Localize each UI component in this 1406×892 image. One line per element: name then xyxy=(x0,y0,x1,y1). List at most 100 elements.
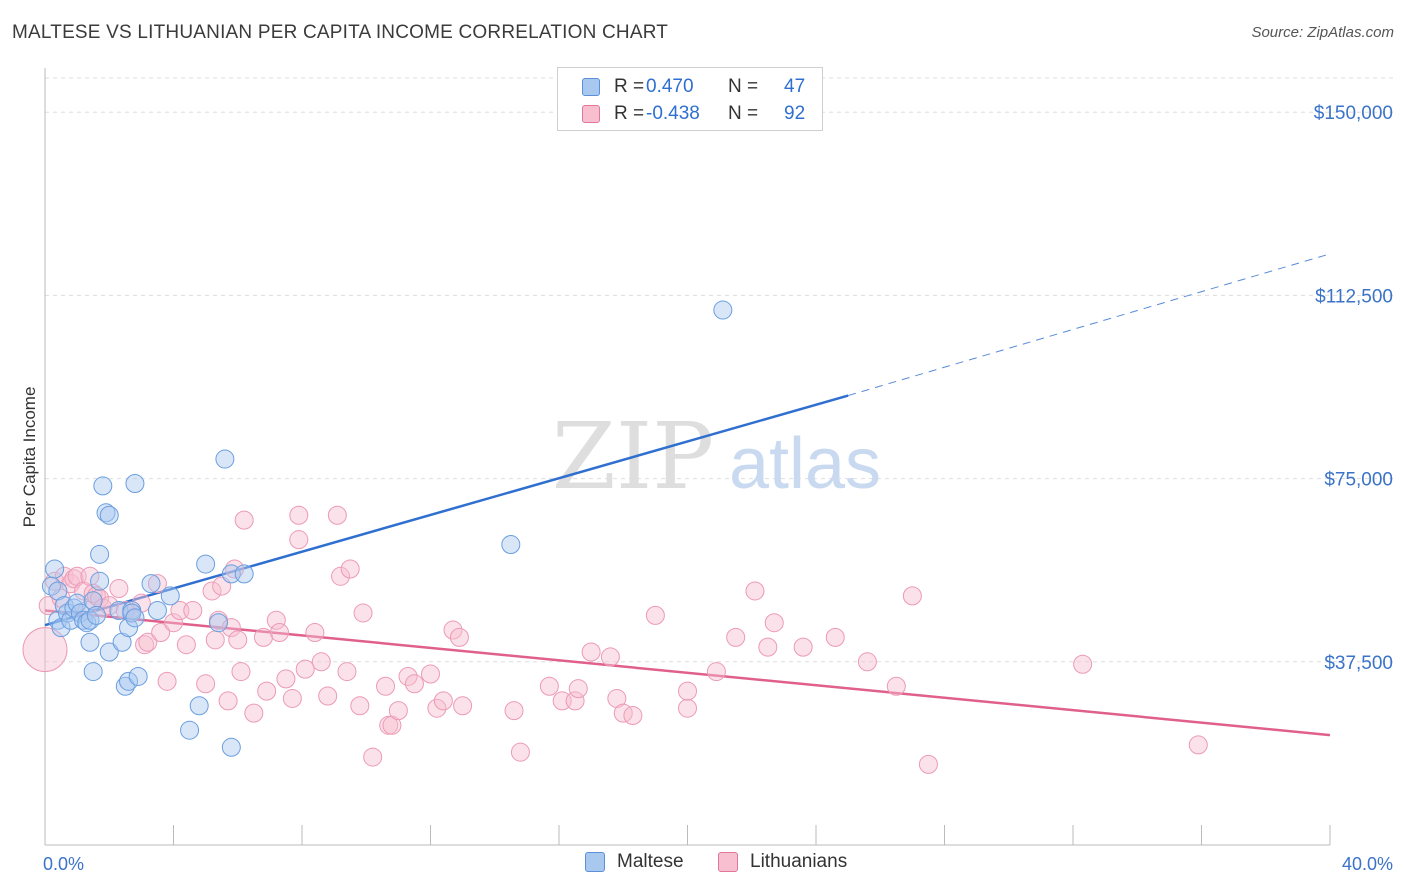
point-lithuanians xyxy=(678,698,697,718)
point-lithuanians xyxy=(183,601,203,621)
point-lithuanians xyxy=(1188,735,1208,755)
point-maltese xyxy=(83,662,103,682)
point-lithuanians xyxy=(404,674,424,694)
series-label-maltese: Maltese xyxy=(617,851,684,872)
point-maltese xyxy=(83,591,103,611)
y-tick-label: $75,000 xyxy=(1324,470,1393,491)
chart-title: MALTESE VS LITHUANIAN PER CAPITA INCOME … xyxy=(12,22,669,43)
x-tick-label: 40.0% xyxy=(1342,854,1393,874)
point-maltese xyxy=(189,696,209,716)
legend-n-label: N = xyxy=(728,76,759,97)
axes xyxy=(44,68,1331,846)
legend-n-value: 92 xyxy=(784,103,806,124)
point-lithuanians xyxy=(353,603,373,623)
point-lithuanians xyxy=(231,662,251,682)
point-maltese xyxy=(86,605,106,625)
point-lithuanians xyxy=(857,652,877,672)
point-maltese xyxy=(80,632,100,652)
legend-swatch-lithuanians xyxy=(582,105,600,123)
point-lithuanians xyxy=(443,620,463,640)
point-lithuanians xyxy=(221,618,241,638)
legend-r-label: R = xyxy=(614,103,645,124)
data-points xyxy=(22,300,1208,774)
point-lithuanians xyxy=(427,698,447,718)
point-lithuanians xyxy=(196,674,216,694)
point-lithuanians xyxy=(706,662,726,682)
point-lithuanians xyxy=(421,664,440,684)
point-maltese xyxy=(141,574,161,594)
point-lithuanians xyxy=(886,676,906,696)
point-lithuanians xyxy=(327,505,347,525)
point-lithuanians xyxy=(202,581,222,601)
point-lithuanians xyxy=(270,622,290,642)
point-maltese xyxy=(147,601,167,621)
point-lithuanians xyxy=(645,605,665,625)
point-maltese xyxy=(90,571,110,591)
point-maltese xyxy=(90,544,110,564)
point-maltese xyxy=(208,613,228,633)
trendline-maltese xyxy=(44,394,849,627)
point-lithuanians xyxy=(504,701,524,721)
trendline-lithuanians xyxy=(44,609,1331,737)
point-maltese xyxy=(77,613,97,633)
legend-r-value: 0.470 xyxy=(646,76,694,97)
point-lithuanians xyxy=(151,622,171,642)
point-lithuanians xyxy=(135,635,155,655)
point-lithuanians xyxy=(398,666,418,686)
point-lithuanians xyxy=(257,681,277,701)
point-maltese xyxy=(74,610,94,630)
point-lithuanians xyxy=(282,688,302,708)
point-lithuanians xyxy=(568,679,588,699)
point-maltese xyxy=(96,503,116,523)
trendline-maltese-extension xyxy=(847,253,1331,397)
point-lithuanians xyxy=(581,642,601,662)
point-lithuanians xyxy=(623,706,643,726)
point-lithuanians xyxy=(205,630,225,650)
point-lithuanians xyxy=(311,652,331,672)
point-lithuanians xyxy=(825,627,845,647)
point-lithuanians xyxy=(764,613,784,633)
series-swatch-lithuanians xyxy=(718,852,738,872)
point-lithuanians xyxy=(510,742,530,762)
point-maltese xyxy=(221,737,241,757)
series-swatch-maltese xyxy=(585,852,605,872)
legend-r-value: -0.438 xyxy=(646,103,700,124)
point-lithuanians xyxy=(539,676,559,696)
point-lithuanians xyxy=(363,747,383,767)
point-maltese xyxy=(128,666,148,686)
point-lithuanians xyxy=(1073,654,1093,674)
point-lithuanians xyxy=(340,559,360,579)
point-maltese xyxy=(119,671,139,691)
point-lithuanians xyxy=(266,610,286,630)
x-tick-labels: 0.0% 40.0% xyxy=(43,854,1393,874)
point-lithuanians xyxy=(305,622,325,642)
point-maltese xyxy=(713,300,733,320)
point-lithuanians xyxy=(449,627,469,647)
point-maltese xyxy=(180,720,200,740)
point-maltese xyxy=(99,642,119,662)
point-lithuanians xyxy=(678,681,697,701)
point-lithuanians xyxy=(147,574,167,594)
point-lithuanians xyxy=(331,566,351,586)
y-tick-label: $37,500 xyxy=(1324,653,1393,674)
point-lithuanians xyxy=(22,627,68,673)
point-maltese xyxy=(234,564,254,584)
correlation-legend: R = 0.470 N = 47 R = -0.438 N = 92 xyxy=(557,67,823,131)
point-lithuanians xyxy=(600,647,620,667)
legend-row-lithuanians: R = -0.438 N = 92 xyxy=(558,100,805,128)
x-tick-label: 0.0% xyxy=(43,854,84,874)
point-lithuanians xyxy=(565,691,585,711)
point-lithuanians xyxy=(157,671,177,691)
point-lithuanians xyxy=(109,579,129,599)
point-lithuanians xyxy=(726,627,746,647)
point-lithuanians xyxy=(388,701,408,721)
point-lithuanians xyxy=(793,637,813,657)
series-legend-lithuanians[interactable]: Lithuanians xyxy=(718,851,847,873)
point-lithuanians xyxy=(83,583,103,603)
series-legend-maltese[interactable]: Maltese xyxy=(585,851,684,873)
point-maltese xyxy=(501,535,521,555)
point-lithuanians xyxy=(376,676,396,696)
source-credit: Source: ZipAtlas.com xyxy=(1251,24,1394,41)
trendlines xyxy=(44,253,1331,737)
